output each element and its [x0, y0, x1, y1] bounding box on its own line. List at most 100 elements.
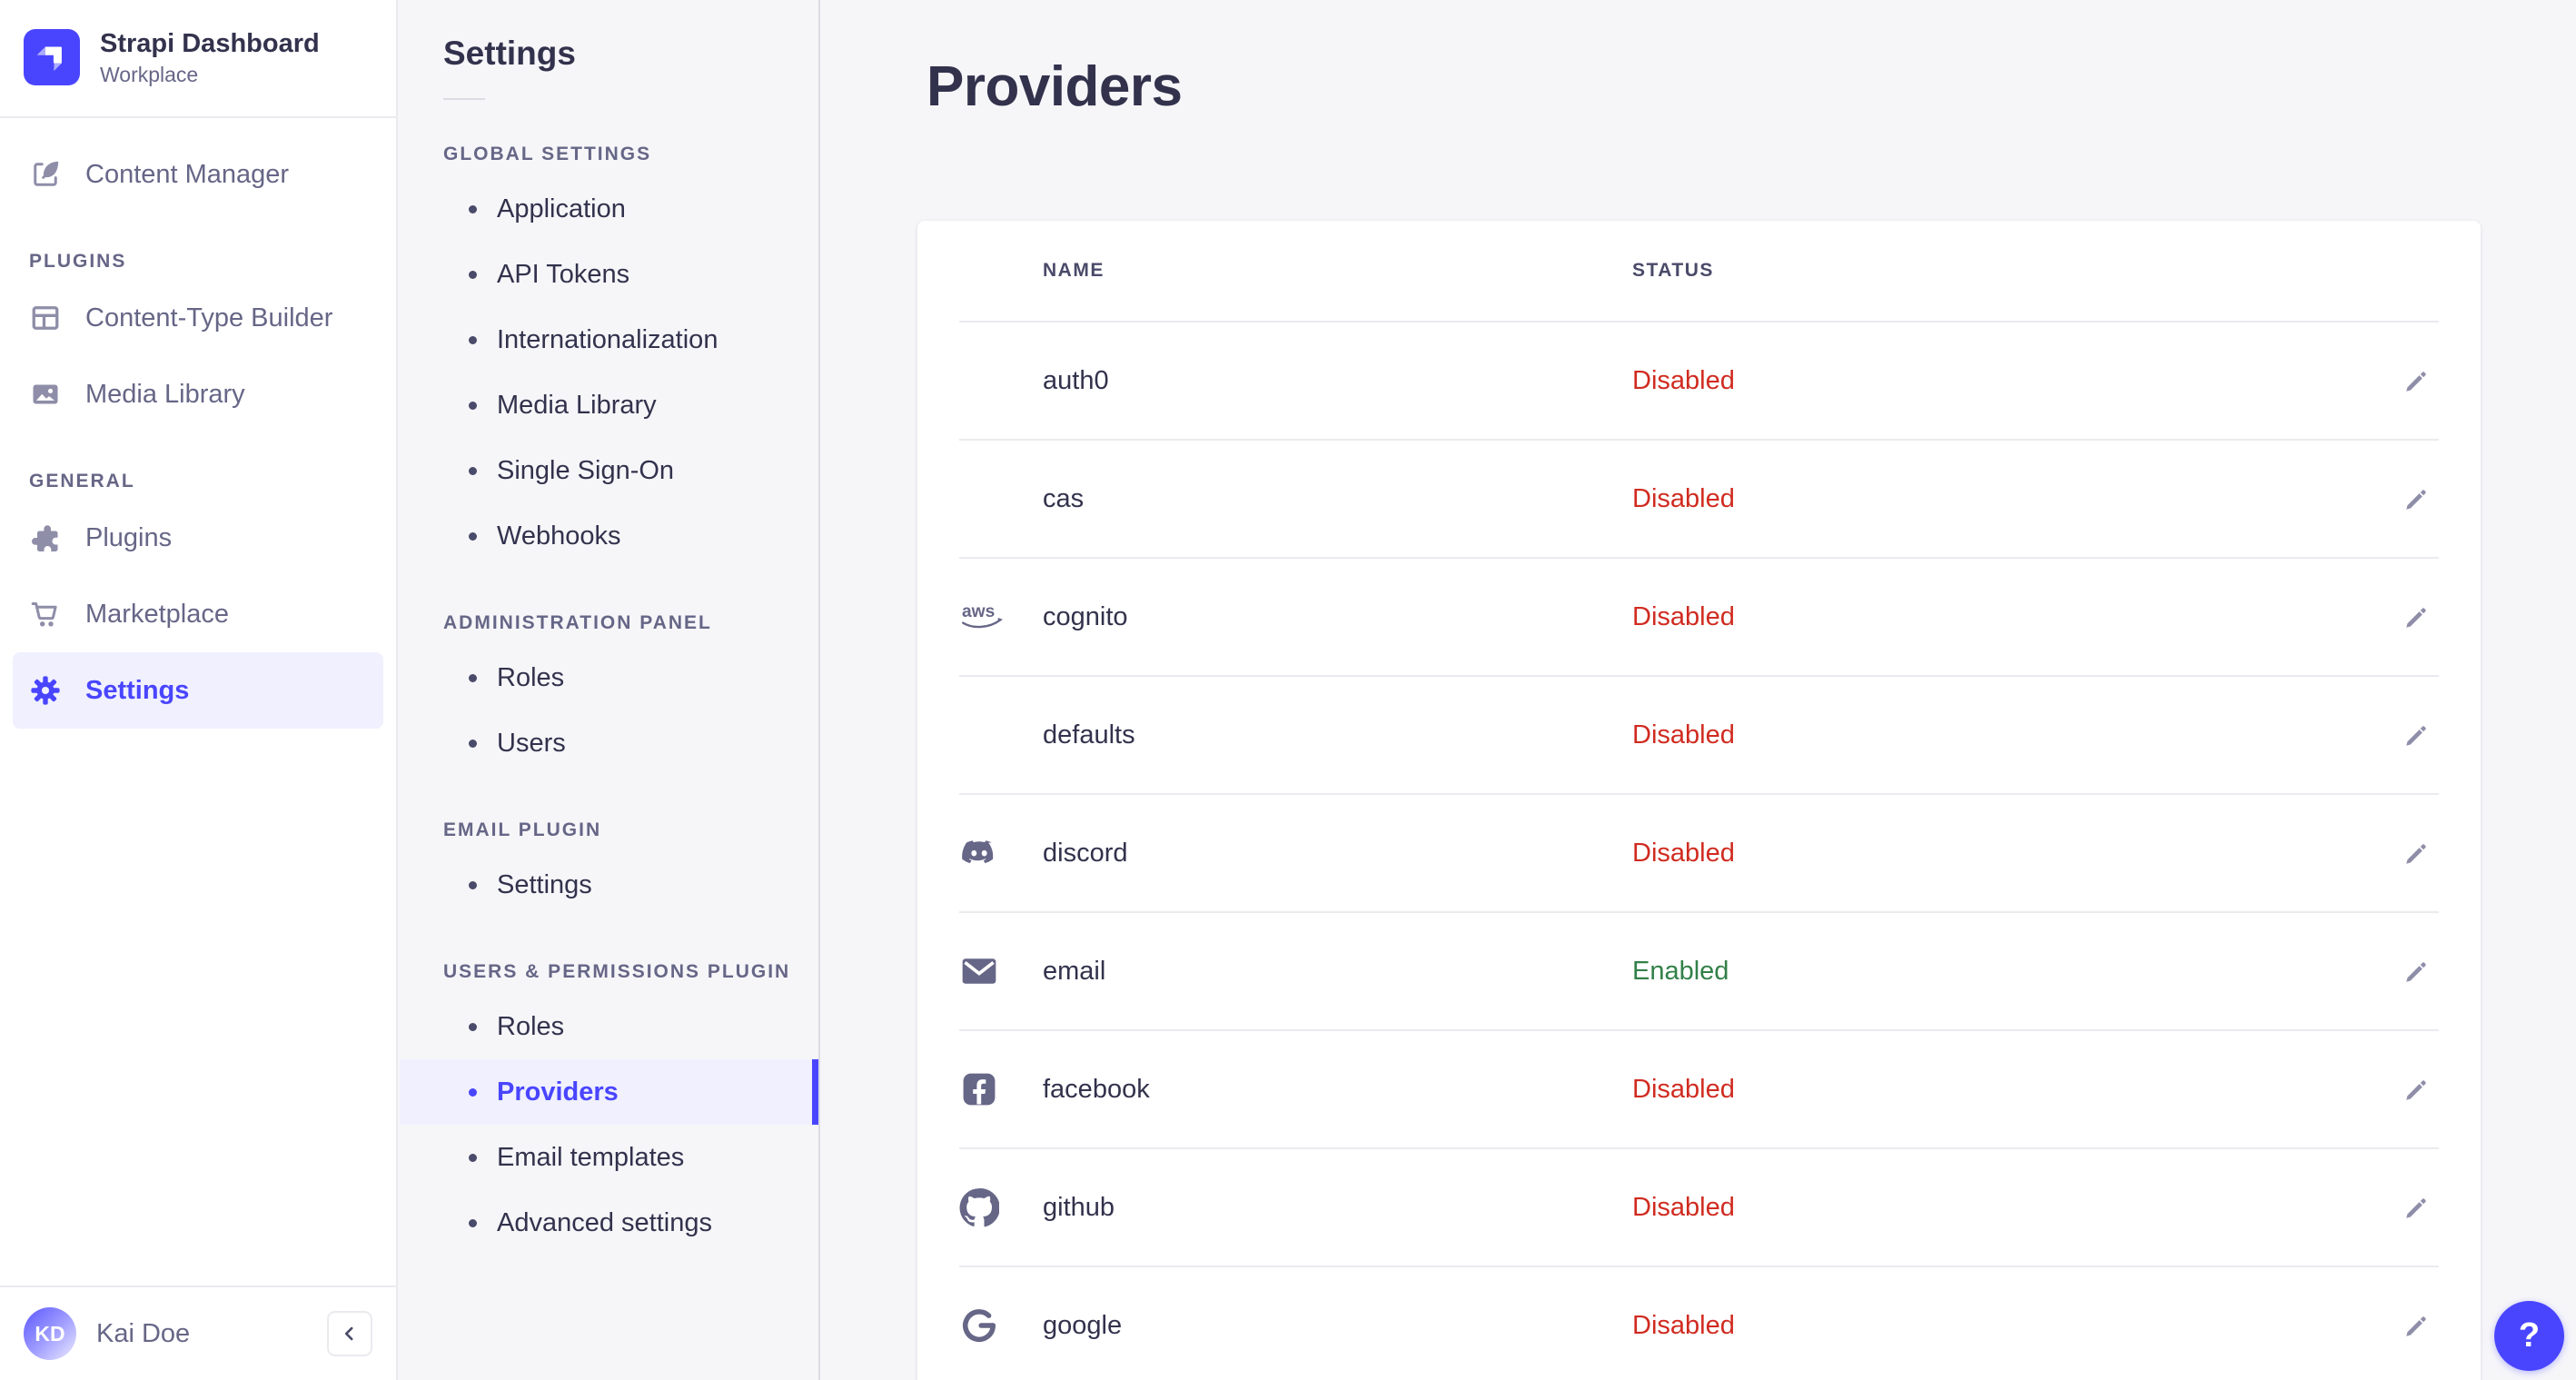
provider-row-auth0: auth0 Disabled — [959, 321, 2439, 439]
pencil-icon — [2402, 957, 2432, 987]
workspace-switcher[interactable]: Strapi Dashboard Workplace — [0, 0, 396, 116]
subnav-item-label: Roles — [497, 662, 565, 692]
main-sidebar: Strapi Dashboard Workplace Content Manag… — [0, 0, 398, 1380]
bullet-icon — [469, 1218, 477, 1227]
bullet-icon — [469, 673, 477, 682]
bullet-icon — [469, 204, 477, 213]
pencil-icon — [2402, 366, 2432, 396]
subnav-item-application[interactable]: Application — [400, 176, 818, 242]
subnav-item-label: Single Sign-On — [497, 455, 675, 485]
sidebar-item-media-library[interactable]: Media Library — [13, 356, 383, 432]
sidebar-item-content-type-builder[interactable]: Content-Type Builder — [13, 280, 383, 356]
github-icon — [959, 1187, 1043, 1227]
subnav-item-label: Advanced settings — [497, 1207, 712, 1237]
provider-name: email — [1043, 956, 1106, 986]
divider — [443, 98, 485, 100]
subnav-item-providers[interactable]: Providers — [400, 1059, 818, 1125]
subnav-item-media-library[interactable]: Media Library — [400, 372, 818, 438]
subnav-item-webhooks[interactable]: Webhooks — [400, 503, 818, 569]
facebook-icon — [959, 1069, 1043, 1109]
bullet-icon — [469, 1022, 477, 1031]
provider-row-discord: discord Disabled — [959, 793, 2439, 911]
google-icon — [959, 1306, 1043, 1345]
sidebar-item-plugins[interactable]: Plugins — [13, 500, 383, 576]
edit-provider-button[interactable] — [2394, 831, 2439, 876]
status-badge: Disabled — [1632, 1074, 1735, 1104]
question-mark-icon: ? — [2518, 1316, 2541, 1355]
edit-provider-button[interactable] — [2394, 1186, 2439, 1230]
discord-icon — [959, 833, 1043, 873]
pencil-icon — [2402, 1311, 2432, 1341]
edit-provider-button[interactable] — [2394, 477, 2439, 521]
chevron-left-icon — [338, 1322, 362, 1345]
subnav-section-heading: GLOBAL SETTINGS — [443, 144, 652, 164]
help-button[interactable]: ? — [2494, 1301, 2564, 1371]
subnav-item-api-tokens[interactable]: API Tokens — [400, 242, 818, 307]
subnav-section-heading: ADMINISTRATION PANEL — [443, 612, 712, 633]
subnav-item-users[interactable]: Users — [400, 710, 818, 776]
provider-name: facebook — [1043, 1074, 1150, 1104]
subnav-item-label: Email templates — [497, 1142, 685, 1172]
status-badge: Disabled — [1632, 1310, 1735, 1340]
pencil-icon — [2402, 839, 2432, 869]
subnav-item-roles[interactable]: Roles — [400, 994, 818, 1059]
subnav-item-label: Providers — [497, 1077, 619, 1107]
edit-provider-button[interactable] — [2394, 1304, 2439, 1348]
subnav-item-settings[interactable]: Settings — [400, 852, 818, 918]
provider-name: auth0 — [1043, 365, 1109, 395]
edit-provider-button[interactable] — [2394, 359, 2439, 403]
workspace-title: Strapi Dashboard — [100, 29, 320, 58]
subnav-item-label: Webhooks — [497, 521, 621, 551]
sidebar-item-marketplace[interactable]: Marketplace — [13, 576, 383, 652]
sidebar-item-settings[interactable]: Settings — [13, 652, 383, 730]
subnav-item-email-templates[interactable]: Email templates — [400, 1125, 818, 1190]
provider-name: defaults — [1043, 720, 1135, 750]
avatar[interactable]: KD — [24, 1307, 76, 1360]
status-badge: Disabled — [1632, 483, 1735, 513]
status-badge: Enabled — [1632, 956, 1729, 986]
edit-provider-button[interactable] — [2394, 949, 2439, 994]
bullet-icon — [469, 1087, 477, 1097]
bullet-icon — [469, 401, 477, 410]
sidebar-item-label: Media Library — [85, 379, 245, 409]
bullet-icon — [469, 531, 477, 541]
bullet-icon — [469, 739, 477, 748]
page-title: Providers — [926, 55, 1183, 118]
pencil-icon — [2402, 602, 2432, 632]
collapse-sidebar-button[interactable] — [327, 1311, 372, 1356]
subnav-section-heading: USERS & PERMISSIONS PLUGIN — [443, 961, 791, 982]
subnav-item-roles[interactable]: Roles — [400, 645, 818, 710]
status-badge: Disabled — [1632, 601, 1735, 631]
nav-section-heading: PLUGINS — [29, 251, 127, 273]
subnav-section-heading: EMAIL PLUGIN — [443, 819, 602, 840]
sidebar-menu: Content Manager PLUGINS Content-Type Build… — [0, 118, 396, 1286]
subnav-title: Settings — [443, 35, 576, 72]
main-content: Providers NAME STATUS auth0 Disabled cas Di… — [822, 0, 2576, 1380]
sidebar-item-content-manager[interactable]: Content Manager — [13, 136, 383, 213]
email-icon — [959, 951, 1043, 991]
status-badge: Disabled — [1632, 1192, 1735, 1222]
edit-provider-button[interactable] — [2394, 1067, 2439, 1112]
plugins-icon — [29, 521, 62, 554]
bullet-icon — [469, 1153, 477, 1162]
provider-name: github — [1043, 1192, 1115, 1222]
column-header-status: STATUS — [1632, 260, 1714, 281]
providers-table-card: NAME STATUS auth0 Disabled cas Disabled aws c… — [917, 221, 2481, 1380]
subnav-item-label: Internationalization — [497, 324, 718, 354]
subnav-item-advanced-settings[interactable]: Advanced settings — [400, 1190, 818, 1256]
edit-provider-button[interactable] — [2394, 595, 2439, 640]
pencil-icon — [2402, 1075, 2432, 1105]
subnav-item-internationalization[interactable]: Internationalization — [400, 307, 818, 372]
bullet-icon — [469, 335, 477, 344]
provider-name: discord — [1043, 838, 1128, 868]
content-manager-icon — [29, 158, 62, 191]
status-badge: Disabled — [1632, 365, 1735, 395]
sidebar-item-label: Content-Type Builder — [85, 303, 333, 333]
sidebar-item-label: Plugins — [85, 522, 173, 552]
edit-provider-button[interactable] — [2394, 713, 2439, 758]
settings-subnav: Settings GLOBAL SETTINGS Application API T… — [400, 0, 820, 1380]
marketplace-icon — [29, 598, 62, 630]
subnav-item-single-sign-on[interactable]: Single Sign-On — [400, 438, 818, 503]
strapi-logo-icon — [24, 29, 80, 86]
subnav-item-label: Roles — [497, 1011, 565, 1041]
